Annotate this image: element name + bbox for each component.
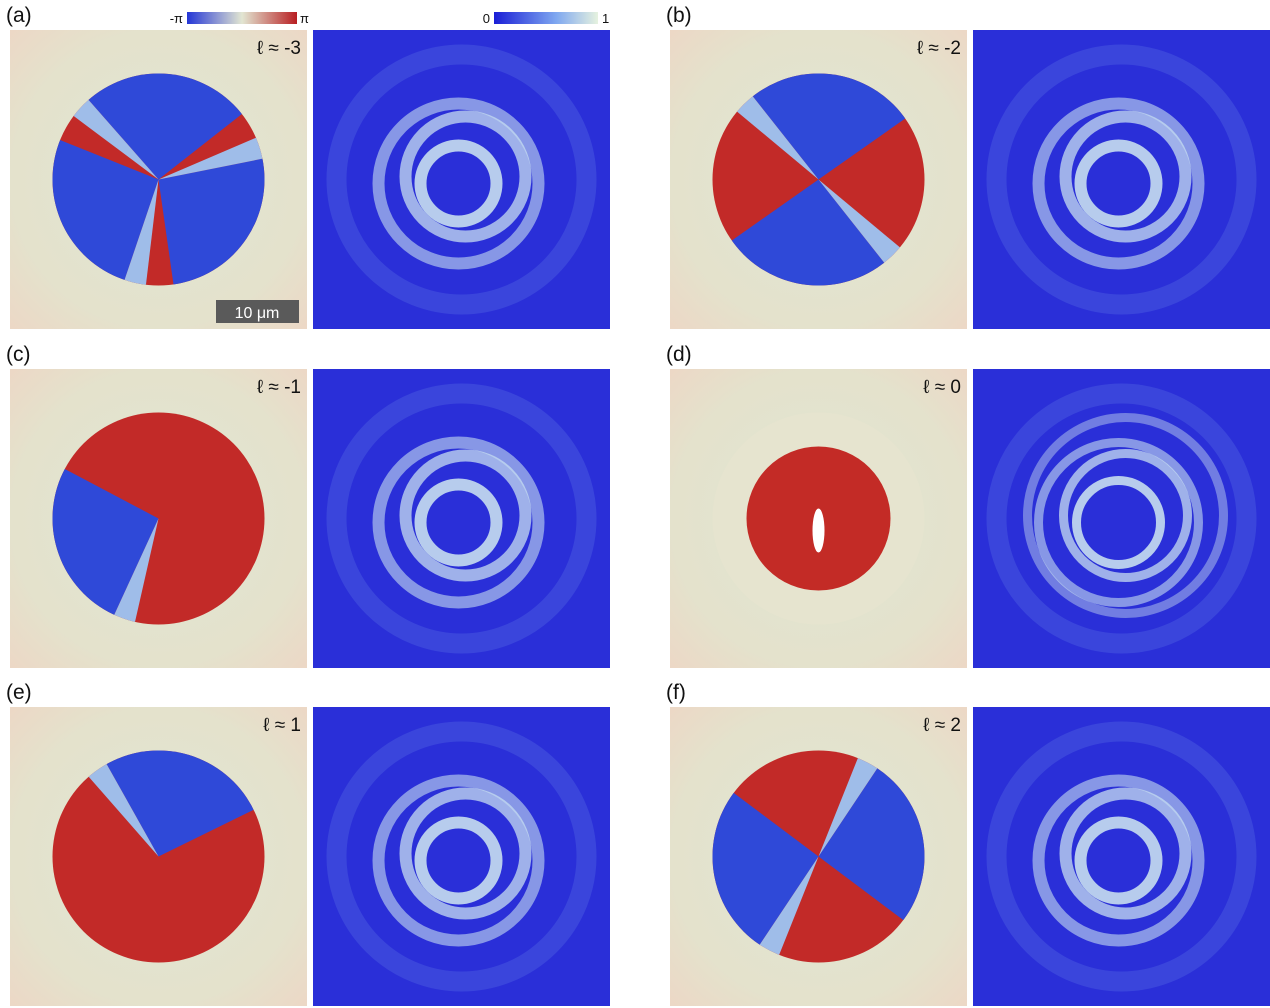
- colorbar-label: 1: [602, 11, 609, 26]
- panel-label: (f): [666, 681, 686, 704]
- page: {"colorbars": {"phase": {"min": "-π", "m…: [0, 0, 1270, 1008]
- phase-defect: [813, 509, 825, 553]
- phase-disk: [713, 413, 925, 625]
- intensity-map: [313, 30, 610, 329]
- ell-label: ℓ ≈ -1: [257, 377, 301, 398]
- intensity-colorbar: [494, 12, 598, 24]
- ell-label: ℓ ≈ 2: [923, 715, 961, 736]
- ell-label: ℓ ≈ 0: [923, 377, 961, 398]
- panel-label: (d): [666, 343, 692, 366]
- figure: -π π 0 1 (a) ℓ ≈ -3 (b) ℓ ≈ -2 (c) ℓ ≈ -1 (d) ℓ…: [0, 0, 1270, 1008]
- intensity-map: [973, 30, 1270, 329]
- colorbar-label: 0: [483, 11, 490, 26]
- intensity-map: [313, 707, 610, 1006]
- panel-label: (e): [6, 681, 32, 704]
- panel-label: (c): [6, 343, 31, 366]
- ell-label: ℓ ≈ -2: [917, 38, 961, 59]
- colorbar-label: -π: [170, 11, 183, 26]
- phase-colorbar: [187, 12, 297, 24]
- ell-label: ℓ ≈ 1: [263, 715, 301, 736]
- ell-label: ℓ ≈ -3: [257, 38, 301, 59]
- scale-bar-label: 10 μm: [235, 305, 280, 322]
- intensity-map: [973, 707, 1270, 1006]
- colorbar-label: π: [300, 11, 309, 26]
- intensity-map: [313, 369, 610, 668]
- panel-label: (b): [666, 4, 692, 27]
- panel-label: (a): [6, 4, 32, 27]
